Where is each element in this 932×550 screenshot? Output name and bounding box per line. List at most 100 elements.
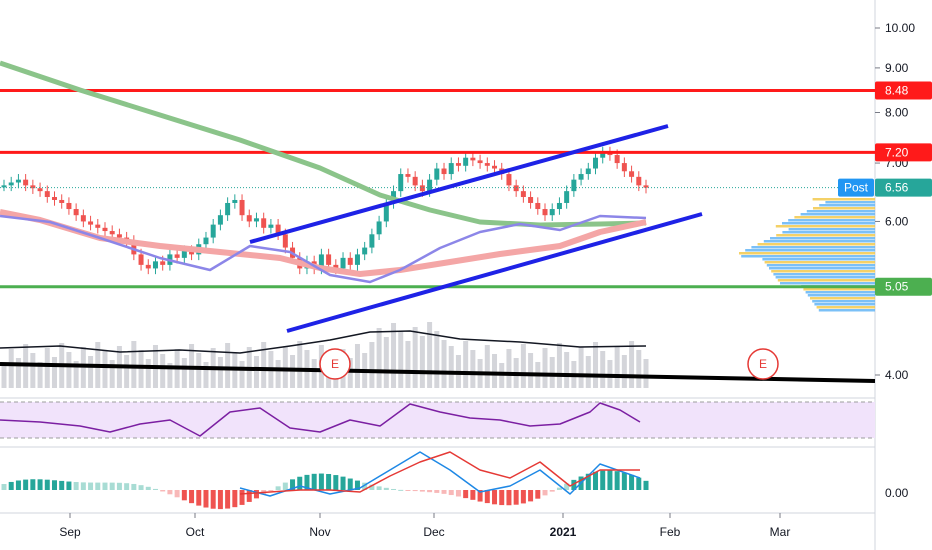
candle-body bbox=[369, 234, 375, 248]
candle-body bbox=[470, 157, 476, 161]
volume-bar bbox=[131, 341, 137, 388]
channel-lower-line[interactable] bbox=[286, 212, 703, 333]
volume-profile-bar bbox=[741, 255, 875, 258]
price-badge-label: 8.48 bbox=[885, 83, 909, 97]
x-tick-label: Nov bbox=[309, 525, 330, 539]
volume-bar bbox=[275, 360, 281, 388]
volume-bar bbox=[600, 351, 606, 388]
volume-bar bbox=[376, 328, 382, 388]
channel-upper-line[interactable] bbox=[249, 124, 669, 244]
volume-bar bbox=[636, 350, 642, 388]
candle-body bbox=[253, 218, 259, 222]
volume-bar bbox=[419, 336, 425, 388]
macd-histogram-bar bbox=[427, 490, 433, 493]
macd-histogram-bar bbox=[585, 473, 591, 490]
macd-histogram-bar bbox=[167, 490, 173, 495]
volume-bar bbox=[145, 359, 151, 388]
macd-histogram-bar bbox=[542, 490, 548, 496]
candle-body bbox=[174, 254, 180, 258]
candle-body bbox=[44, 191, 50, 198]
macd-histogram-bar bbox=[297, 476, 303, 490]
macd-histogram-bar bbox=[419, 490, 425, 492]
volume-bar bbox=[549, 357, 555, 388]
volume-bar bbox=[347, 358, 353, 388]
candle-body bbox=[318, 254, 324, 269]
volume-bar bbox=[51, 357, 57, 388]
volume-bar bbox=[621, 355, 627, 388]
price-badge-label: 5.05 bbox=[885, 280, 909, 294]
macd-histogram-bar bbox=[203, 490, 209, 508]
candle-body bbox=[326, 254, 332, 265]
macd-histogram-bar bbox=[88, 482, 94, 490]
macd-histogram-bar bbox=[37, 479, 43, 490]
volume-bar bbox=[391, 323, 397, 388]
volume-bar bbox=[520, 344, 526, 388]
earnings-marker[interactable] bbox=[747, 348, 779, 380]
volume-profile-bar bbox=[788, 219, 875, 222]
candle-body bbox=[30, 185, 36, 189]
long-trend-line[interactable] bbox=[0, 362, 876, 383]
volume-bar bbox=[88, 356, 94, 388]
candle-body bbox=[88, 221, 94, 225]
macd-histogram-bar bbox=[217, 490, 223, 510]
candle-body bbox=[1, 185, 7, 188]
candle-body bbox=[578, 174, 584, 180]
volume-bar bbox=[196, 353, 202, 388]
volume-bar bbox=[261, 342, 267, 388]
volume-bar bbox=[66, 352, 72, 388]
volume-bar bbox=[412, 327, 418, 388]
macd-histogram-bar bbox=[80, 482, 86, 490]
volume-profile-bar bbox=[766, 264, 875, 267]
volume-profile-bar bbox=[805, 291, 875, 294]
volume-profile-bar bbox=[803, 288, 875, 291]
volume-profile-bar bbox=[818, 309, 875, 312]
macd-histogram-bar bbox=[607, 470, 613, 490]
volume-profile-bar bbox=[739, 252, 875, 255]
volume-profile-bar bbox=[777, 279, 875, 282]
earnings-marker[interactable] bbox=[319, 348, 351, 380]
macd-histogram-bar bbox=[535, 490, 541, 499]
volume-profile-bar bbox=[794, 216, 875, 219]
volume-bar bbox=[37, 362, 43, 388]
macd-histogram-bar bbox=[152, 488, 158, 490]
y-tick-label: 10.00 bbox=[885, 21, 915, 35]
volume-profile-bar bbox=[816, 306, 875, 309]
macd-histogram-bar bbox=[95, 482, 101, 490]
candle-body bbox=[564, 191, 570, 203]
candle-body bbox=[282, 234, 288, 248]
candle-body bbox=[629, 171, 635, 177]
volume-profile-bar bbox=[775, 276, 875, 279]
candle-body bbox=[73, 209, 79, 216]
macd-histogram-bar bbox=[564, 483, 570, 490]
candle-body bbox=[492, 165, 498, 169]
earnings-marker-label: E bbox=[759, 357, 767, 371]
x-tick-label: Mar bbox=[770, 525, 791, 539]
macd-histogram-bar bbox=[51, 480, 57, 490]
macd-histogram-bar bbox=[23, 479, 29, 490]
candle-body bbox=[463, 157, 469, 166]
candle-body bbox=[600, 152, 606, 158]
candle-body bbox=[477, 160, 483, 164]
macd-histogram-bar bbox=[30, 479, 36, 490]
macd-histogram-bar bbox=[556, 487, 562, 490]
macd-histogram-bar bbox=[160, 490, 166, 492]
volume-profile-bar bbox=[810, 297, 875, 300]
volume-profile-bar bbox=[814, 303, 875, 306]
macd-histogram-bar bbox=[59, 480, 65, 490]
volume-bar bbox=[124, 355, 130, 388]
macd-histogram-bar bbox=[253, 490, 259, 499]
candle-body bbox=[506, 174, 512, 186]
volume-profile-bar bbox=[782, 222, 875, 225]
volume-profile-bar bbox=[788, 228, 875, 231]
volume-bar bbox=[441, 340, 447, 388]
macd-histogram-bar bbox=[347, 478, 353, 490]
candle-body bbox=[636, 176, 642, 186]
macd-histogram-bar bbox=[239, 490, 245, 505]
x-tick-label: Feb bbox=[660, 525, 681, 539]
macd-histogram-bar bbox=[102, 482, 108, 490]
macd-histogram-bar bbox=[434, 490, 440, 493]
candle-body bbox=[556, 202, 562, 210]
candle-body bbox=[217, 215, 223, 225]
volume-bar bbox=[593, 342, 599, 388]
